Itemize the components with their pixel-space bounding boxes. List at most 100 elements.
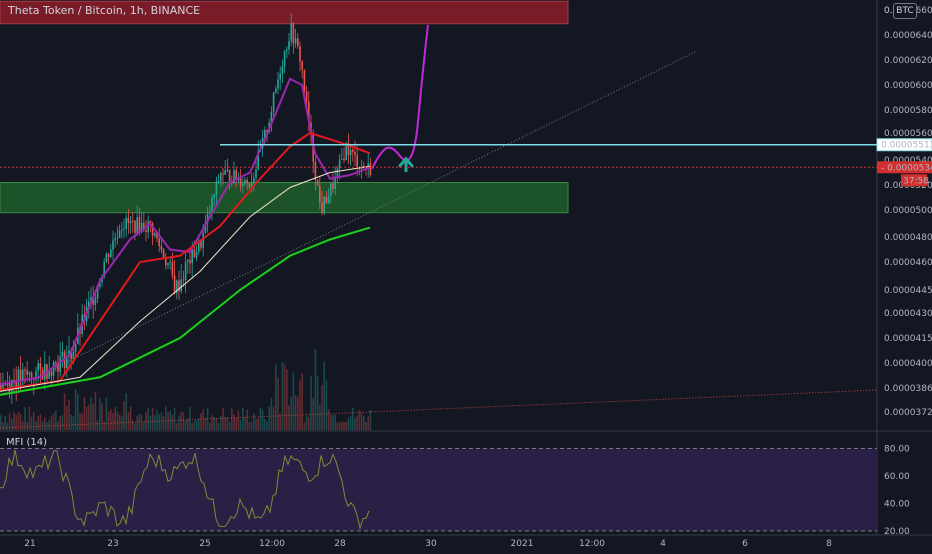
candle	[140, 222, 143, 233]
time-tick-label: 23	[107, 539, 118, 549]
volume-bar	[347, 418, 350, 430]
volume-bar	[325, 380, 328, 430]
candle	[125, 217, 127, 229]
candle	[55, 362, 57, 364]
candle	[277, 79, 279, 89]
volume-bar	[303, 422, 306, 430]
candle	[248, 183, 251, 188]
candle	[123, 228, 125, 230]
volume-bar	[145, 412, 147, 430]
volume-bar	[301, 373, 303, 430]
volume-bar	[158, 414, 160, 430]
currency-badge[interactable]: BTC	[893, 3, 917, 19]
candle	[61, 351, 64, 357]
volume-bar	[341, 421, 343, 430]
candle	[332, 183, 334, 189]
volume-bar	[171, 414, 174, 430]
time-tick-label: 12:00	[579, 539, 605, 549]
candle	[15, 381, 17, 389]
candle	[24, 369, 26, 371]
candle	[213, 194, 215, 198]
candle	[2, 384, 4, 391]
candle	[303, 69, 306, 92]
volume-bar	[321, 385, 323, 430]
candle	[250, 183, 253, 188]
volume-bar	[191, 423, 193, 430]
candle	[189, 259, 191, 264]
mfi-tick-label: 60.00	[884, 472, 910, 482]
candle	[255, 169, 257, 178]
volume-bar	[147, 407, 149, 430]
volume-bar	[213, 416, 215, 430]
ma-fast-line	[0, 77, 371, 386]
volume-bar	[343, 421, 345, 430]
mfi-tick-label: 20.00	[884, 527, 910, 537]
volume-bar	[217, 422, 220, 430]
volume-bar	[90, 397, 92, 430]
volume-bar	[200, 413, 202, 430]
volume-bar	[286, 369, 288, 430]
candle	[22, 369, 24, 381]
volume-bar	[154, 415, 156, 430]
volume-bar	[17, 411, 20, 430]
volume-bar	[367, 416, 369, 430]
candle	[167, 262, 169, 266]
volume-bar	[332, 415, 334, 430]
volume-bar	[156, 409, 158, 430]
candle	[352, 149, 354, 152]
volume-bar	[246, 409, 248, 430]
time-tick-label: 25	[199, 539, 210, 549]
volume-bar	[261, 409, 264, 430]
candle	[180, 279, 182, 292]
time-tick-label: 21	[24, 539, 35, 549]
candle	[215, 181, 218, 195]
candle	[138, 217, 141, 233]
candle	[59, 356, 61, 372]
volume-bar	[314, 349, 317, 430]
volume-bar	[110, 409, 112, 430]
volume-bar	[215, 418, 218, 430]
volume-bar	[228, 421, 231, 430]
volume-bar	[270, 397, 273, 430]
candle	[52, 362, 55, 376]
candle	[92, 297, 94, 305]
volume-bar	[189, 406, 191, 430]
candle	[178, 280, 180, 292]
candle	[266, 130, 268, 132]
candle	[171, 262, 174, 276]
volume-bar	[114, 407, 116, 430]
volume-bar	[330, 414, 332, 430]
volume-bar	[99, 398, 101, 430]
time-tick-label: 8	[826, 539, 832, 549]
mfi-tick-label: 40.00	[884, 499, 910, 509]
volume-bar	[334, 414, 336, 430]
time-tick-label: 12:00	[259, 539, 285, 549]
volume-bar	[244, 417, 246, 430]
volume-bar	[235, 417, 237, 430]
volume-bar	[327, 409, 330, 430]
volume-bar	[6, 422, 9, 430]
volume-bar	[112, 412, 114, 430]
candle	[290, 23, 292, 42]
volume-bar	[292, 372, 295, 430]
ma-mid-line	[0, 131, 371, 391]
volume-bar	[52, 413, 55, 430]
volume-bar	[83, 396, 86, 430]
candle	[242, 183, 244, 186]
candle	[114, 238, 116, 241]
candle	[184, 261, 187, 281]
candle	[343, 158, 345, 161]
volume-bar	[356, 415, 358, 430]
volume-bar	[33, 411, 35, 430]
volume-bar	[338, 422, 341, 430]
candle	[198, 240, 200, 252]
candle	[224, 170, 226, 175]
time-tick-label: 28	[334, 539, 346, 549]
volume-bar	[365, 422, 367, 430]
